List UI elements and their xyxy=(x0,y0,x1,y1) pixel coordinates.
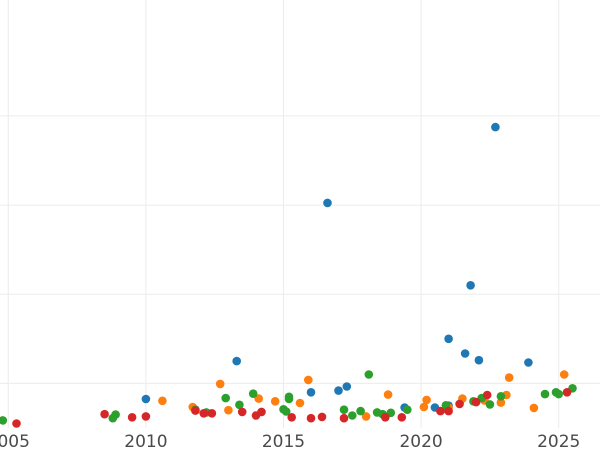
scatter-points xyxy=(0,122,577,428)
scatter-point xyxy=(287,413,297,422)
scatter-point xyxy=(397,413,407,422)
x-axis-ticks: 2005 2010 2015 2020 2025 xyxy=(0,432,580,450)
scatter-point xyxy=(323,198,332,208)
scatter-point xyxy=(504,373,514,382)
scatter-point xyxy=(529,403,539,413)
scatter-point xyxy=(306,413,316,423)
scatter-point xyxy=(141,412,151,421)
x-tick-label: 2010 xyxy=(124,432,167,450)
scatter-point xyxy=(100,409,109,419)
grid xyxy=(0,0,600,428)
scatter-point xyxy=(339,413,349,423)
scatter-point xyxy=(284,392,294,402)
scatter-point xyxy=(491,122,500,132)
scatter-point xyxy=(364,370,374,379)
scatter-point xyxy=(257,407,266,417)
scatter-point xyxy=(455,399,464,409)
scatter-point xyxy=(237,407,247,417)
scatter-point xyxy=(270,397,280,406)
scatter-point xyxy=(496,398,506,407)
x-tick-label: 2020 xyxy=(399,432,442,450)
scatter-point xyxy=(356,406,365,416)
scatter-point xyxy=(215,379,225,389)
scatter-point xyxy=(559,370,569,379)
scatter-point xyxy=(482,390,492,400)
scatter-point xyxy=(339,405,349,415)
scatter-point xyxy=(540,389,550,399)
scatter-point xyxy=(444,406,453,416)
scatter-point xyxy=(306,388,316,397)
scatter-point xyxy=(419,402,429,412)
scatter-point xyxy=(158,396,167,406)
scatter-point xyxy=(466,281,475,290)
scatter-point xyxy=(460,349,470,358)
scatter-point xyxy=(295,398,305,408)
scatter-point xyxy=(224,405,233,415)
scatter-point xyxy=(496,392,506,401)
scatter-point xyxy=(199,409,208,418)
scatter-point xyxy=(141,394,151,404)
scatter-point xyxy=(562,388,572,397)
scatter-point xyxy=(127,413,137,422)
scatter-point xyxy=(403,405,412,415)
scatter-point xyxy=(207,409,217,418)
scatter-point xyxy=(334,386,343,395)
scatter-point xyxy=(12,419,21,428)
scatter-point xyxy=(235,400,244,410)
scatter-point xyxy=(361,412,371,421)
scatter-point xyxy=(111,410,120,419)
scatter-point xyxy=(317,412,327,422)
scatter-point xyxy=(304,375,313,385)
scatter-point xyxy=(221,393,230,403)
scatter-point xyxy=(436,406,445,416)
scatter-point xyxy=(0,416,8,425)
x-tick-label: 2015 xyxy=(262,432,305,450)
scatter-point xyxy=(248,389,258,399)
scatter-point xyxy=(524,358,533,367)
x-tick-label: 2005 xyxy=(0,432,30,450)
scatter-point xyxy=(281,407,291,416)
scatter-point xyxy=(444,334,453,344)
scatter-point xyxy=(485,400,495,409)
scatter-point xyxy=(254,394,263,403)
scatter-point xyxy=(232,356,241,366)
scatter-point xyxy=(342,382,352,391)
scatter-point xyxy=(381,413,390,422)
x-tick-label: 2025 xyxy=(537,432,580,450)
scatter-point xyxy=(554,389,563,399)
scatter-point xyxy=(474,355,484,365)
scatter-point xyxy=(422,395,431,405)
scatter-point xyxy=(471,397,481,407)
scatter-point xyxy=(383,390,393,399)
scatter-point xyxy=(191,406,200,415)
scatter-point xyxy=(348,411,357,420)
